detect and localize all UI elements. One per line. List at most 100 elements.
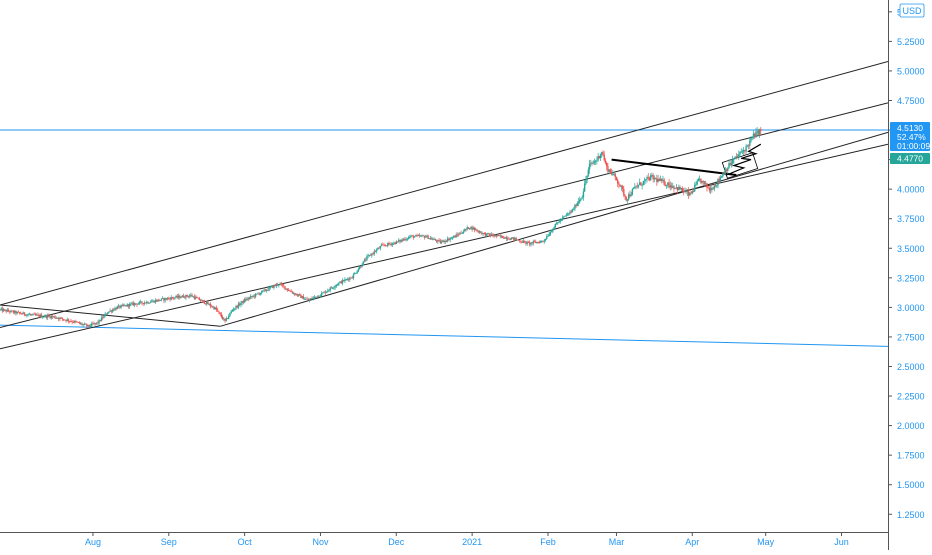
candle-body — [720, 176, 723, 178]
candle-body — [588, 163, 591, 170]
candle-body — [93, 323, 95, 325]
candle — [587, 167, 590, 178]
descending-resistance-line[interactable] — [611, 158, 737, 176]
candle — [224, 318, 226, 323]
candle-body — [2, 309, 5, 312]
candle — [558, 220, 560, 223]
candle — [570, 209, 572, 214]
candle-body — [398, 240, 400, 242]
candle-body — [237, 303, 240, 308]
candle — [753, 132, 756, 139]
candle-body — [15, 311, 17, 314]
candle-body — [73, 321, 76, 323]
candle-body — [86, 324, 88, 327]
candle — [198, 296, 201, 301]
candle-body — [351, 277, 353, 279]
candle-body — [576, 203, 579, 207]
candle-body — [557, 222, 559, 224]
candle — [161, 296, 164, 299]
candle — [93, 321, 95, 326]
candle — [755, 128, 757, 139]
candle — [171, 296, 174, 300]
channel-middle-line[interactable] — [0, 102, 888, 328]
candle-body — [98, 320, 100, 324]
candle — [601, 151, 603, 158]
candle-body — [652, 175, 654, 180]
candle-body — [157, 299, 159, 302]
candle-body — [113, 309, 115, 311]
candle — [575, 203, 577, 209]
candle-body — [51, 316, 54, 318]
candle-body — [681, 187, 684, 192]
candle-body — [208, 304, 210, 305]
candle-body — [580, 198, 582, 200]
candle-body — [174, 297, 176, 299]
candle-body — [689, 192, 691, 196]
candle — [6, 307, 9, 312]
candle-body — [716, 185, 718, 187]
candle — [274, 283, 276, 287]
candle — [105, 313, 108, 315]
candle-body — [459, 232, 461, 235]
candle-body — [132, 302, 135, 306]
channel-lower-line[interactable] — [0, 143, 888, 350]
candle-body — [144, 302, 147, 304]
time-tick-label: 2021 — [462, 537, 482, 547]
candle-body — [643, 180, 646, 182]
candle-body — [409, 236, 411, 238]
price-tick-label: 4.7500 — [897, 96, 925, 106]
candle — [417, 234, 420, 237]
sloped-support-line[interactable] — [0, 324, 888, 347]
candle — [443, 239, 445, 244]
candle — [630, 191, 632, 197]
candle — [684, 187, 686, 193]
candle — [568, 212, 570, 216]
candle-body — [640, 182, 642, 186]
candle — [424, 234, 427, 238]
candle-body — [91, 323, 93, 327]
candle-body — [468, 228, 471, 230]
candle — [482, 232, 484, 237]
candle — [454, 235, 456, 238]
candle-body — [228, 316, 230, 319]
candle-body — [356, 271, 358, 274]
candle-body — [292, 293, 295, 294]
candle-body — [717, 179, 719, 186]
candle — [110, 309, 113, 314]
candle-body — [735, 156, 738, 158]
candle-body — [65, 319, 67, 321]
candle-body — [127, 304, 130, 307]
candle-body — [278, 284, 280, 286]
candle-body — [608, 169, 610, 172]
candle-body — [547, 235, 549, 237]
candle-body — [582, 191, 585, 198]
candle-body — [259, 293, 262, 295]
candle — [700, 178, 702, 185]
flag-pattern-zigzag[interactable] — [726, 143, 762, 176]
candle-body — [429, 238, 432, 239]
candle-body — [435, 240, 438, 242]
candle — [645, 179, 647, 184]
candle-body — [253, 295, 256, 297]
candle — [729, 160, 731, 166]
candle-body — [186, 294, 188, 297]
candle — [712, 187, 714, 190]
candle-body — [563, 216, 565, 218]
candle-body — [201, 300, 203, 301]
candle-body — [456, 234, 459, 236]
currency-label[interactable]: USD — [902, 6, 922, 16]
candle — [565, 212, 568, 218]
candle — [550, 229, 553, 233]
candle — [399, 239, 401, 244]
wedge-downtrend-line[interactable] — [0, 304, 221, 327]
currency-label-box[interactable] — [899, 3, 925, 18]
candle — [735, 152, 738, 160]
candle-body — [346, 279, 349, 280]
candles-layer — [0, 126, 762, 329]
candle-body — [538, 242, 541, 243]
candle-body — [495, 235, 498, 237]
channel-upper-line[interactable] — [0, 60, 888, 306]
candle-body — [274, 285, 276, 287]
